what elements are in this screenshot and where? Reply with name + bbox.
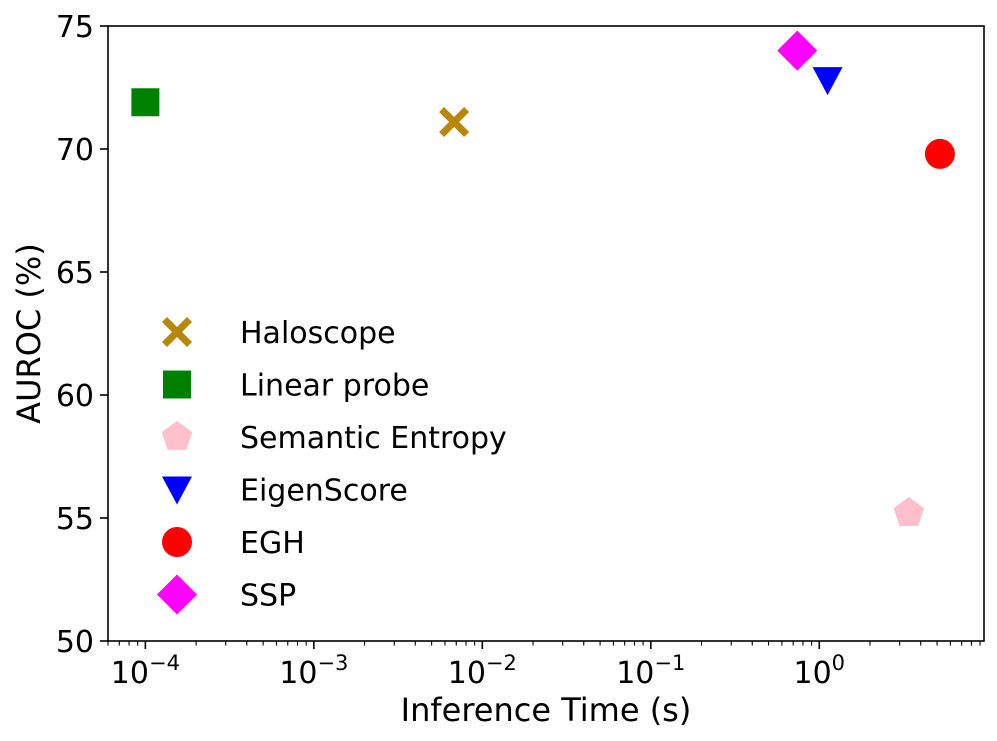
data-point-linear-probe (131, 88, 160, 117)
y-tick-label: 65 (56, 256, 94, 291)
x-tick-label: 10−4 (111, 651, 180, 691)
data-point-eigenscore (812, 67, 843, 96)
plot-frame (107, 25, 985, 642)
legend-label-ssp: SSP (240, 579, 296, 614)
x-axis-ticks: 10−4 10−3 10−2 10−1 100 (107, 641, 981, 691)
legend-marker-semantic-entropy (161, 421, 193, 450)
x-tick-label: 100 (793, 651, 845, 691)
data-point-semantic-entropy (893, 497, 924, 526)
legend-marker-ssp (157, 574, 197, 615)
x-axis-label: Inference Time (s) (401, 691, 692, 729)
legend-marker-eigenscore (162, 476, 192, 505)
legend-marker-haloscope (162, 317, 192, 347)
data-point-egh (924, 138, 955, 169)
legend-label-semantic-entropy: Semantic Entropy (240, 421, 507, 456)
data-point-haloscope (439, 106, 470, 137)
legend-label-linear-probe: Linear probe (240, 369, 429, 404)
x-tick-label: 10−2 (448, 651, 517, 691)
y-tick-label: 60 (56, 379, 94, 414)
y-axis-ticks: 50 55 60 65 70 75 (56, 10, 108, 660)
legend-marker-linear-probe (163, 370, 191, 399)
y-tick-label: 50 (56, 625, 94, 660)
data-point-ssp (777, 30, 818, 71)
x-tick-label: 10−1 (616, 651, 685, 691)
y-tick-label: 55 (56, 502, 94, 537)
legend-label-haloscope: Haloscope (240, 316, 396, 351)
y-tick-label: 70 (56, 133, 94, 168)
legend: Haloscope Linear probe Semantic Entropy Eig… (157, 316, 507, 615)
y-axis-label: AUROC (%) (10, 243, 48, 424)
x-tick-label: 10−3 (279, 651, 348, 691)
data-marks (131, 30, 955, 526)
legend-marker-egh (162, 527, 192, 557)
legend-label-eigenscore: EigenScore (240, 474, 408, 509)
y-tick-label: 75 (56, 10, 94, 45)
legend-label-egh: EGH (240, 526, 305, 561)
